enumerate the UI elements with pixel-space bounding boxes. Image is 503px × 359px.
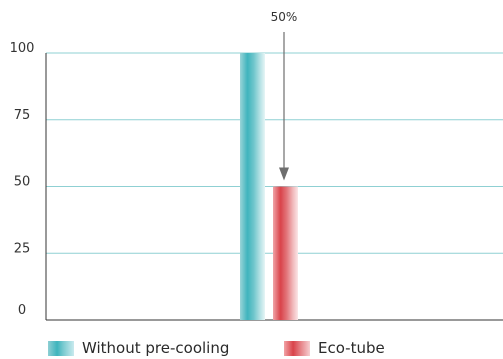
bar — [273, 186, 298, 320]
legend-swatch-red — [284, 340, 310, 356]
legend-swatch-teal — [48, 340, 74, 356]
legend-item-eco-tube: Eco-tube — [284, 339, 385, 357]
legend-label: Without pre-cooling — [82, 339, 230, 357]
legend-label: Eco-tube — [318, 339, 385, 357]
y-tick-label: 100 — [10, 41, 35, 56]
chart-legend: Without pre-cooling Eco-tube — [0, 338, 503, 359]
annotation-label: 50% — [271, 10, 298, 24]
annotation-arrowhead — [279, 167, 289, 181]
y-tick-label: 25 — [14, 241, 31, 256]
bar — [240, 53, 265, 320]
y-tick-label: 0 — [18, 303, 26, 318]
y-tick-label: 50 — [14, 175, 31, 190]
y-tick-label: 75 — [14, 108, 31, 123]
legend-item-without-pre-cooling: Without pre-cooling — [48, 339, 229, 357]
